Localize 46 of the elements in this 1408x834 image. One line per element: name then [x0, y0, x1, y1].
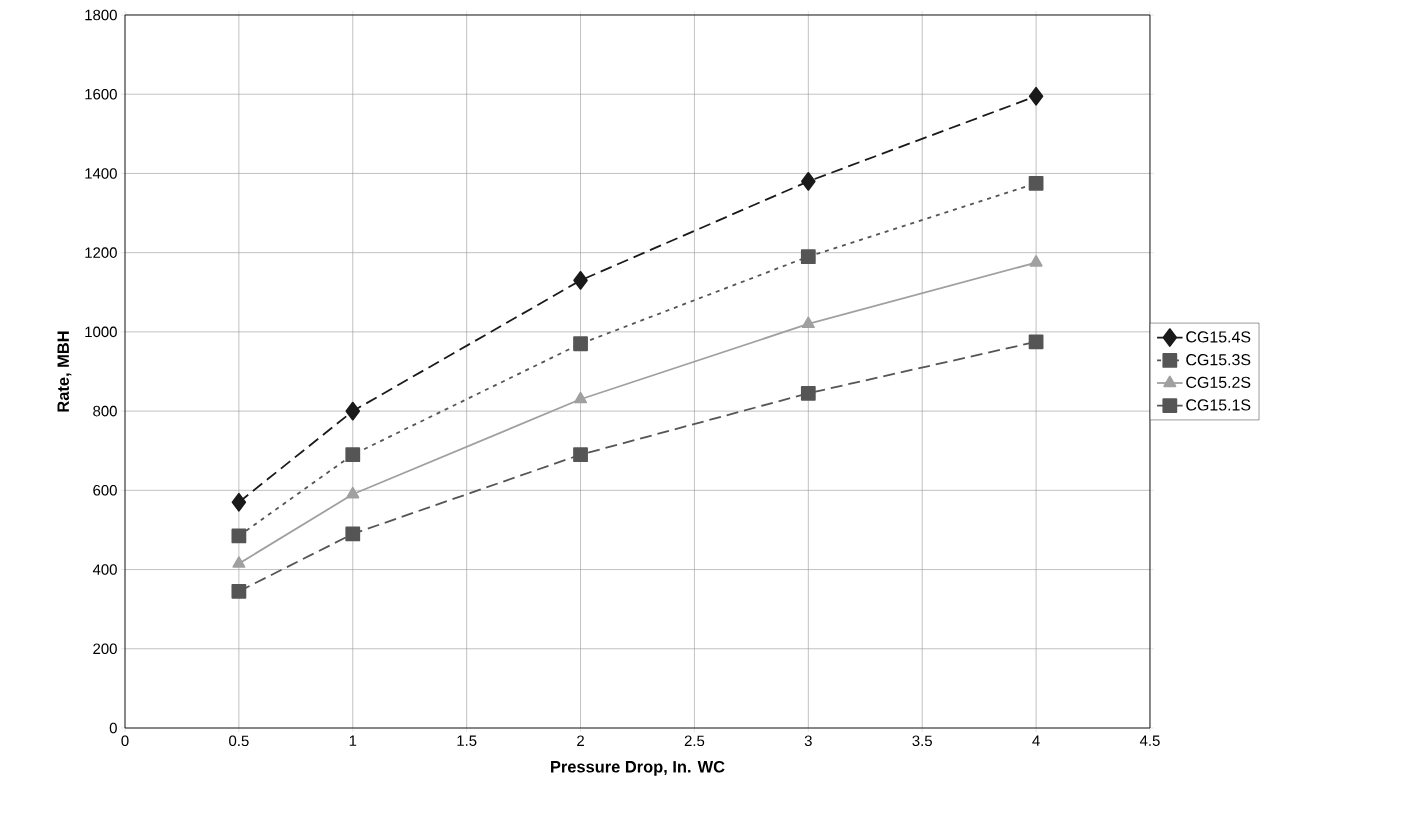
point [1029, 255, 1043, 267]
point [345, 526, 361, 542]
point [231, 492, 247, 512]
x-tick-label: 2.5 [684, 735, 705, 747]
y-axis-title: Rate, MBH [57, 331, 72, 412]
point [345, 401, 361, 421]
x-tick-label: 1 [349, 735, 357, 746]
legend-label: CG15.1S [1186, 399, 1251, 411]
point [1028, 334, 1044, 350]
y-tick-label: 1600 [85, 88, 117, 100]
y-tick-label: 0 [109, 722, 117, 734]
y-tick-label: 1800 [85, 9, 117, 21]
point [231, 583, 247, 599]
legend-label: CG15.4S [1186, 331, 1251, 343]
point [1028, 86, 1044, 106]
point [232, 556, 246, 568]
y-tick-label: 200 [93, 643, 117, 655]
y-tick-label: 600 [93, 485, 117, 496]
point [231, 528, 247, 544]
point [801, 316, 815, 329]
point [345, 447, 361, 463]
point [1028, 175, 1044, 191]
legend-label: CG15.2S [1186, 376, 1251, 388]
y-tick-label: 1200 [85, 247, 117, 258]
point [574, 391, 588, 404]
x-tick-label: 0.5 [229, 735, 249, 747]
point [573, 447, 588, 463]
x-axis-title: Pressure Drop, In. WC [551, 760, 725, 776]
x-tick-label: 0 [121, 735, 129, 747]
point [800, 385, 816, 401]
legend-label: CG15.3S [1186, 354, 1251, 366]
y-tick-label: 800 [93, 405, 117, 417]
y-tick-label: 1400 [85, 168, 117, 179]
point [573, 336, 588, 352]
x-tick-label: 2 [577, 735, 584, 746]
x-tick-label: 3.5 [912, 735, 932, 747]
x-tick-label: 3 [804, 735, 812, 747]
point [573, 270, 588, 290]
y-tick-label: 1000 [85, 326, 117, 338]
point [346, 486, 360, 499]
point [801, 171, 816, 191]
y-tick-label: 400 [92, 564, 117, 575]
x-tick-label: 4.5 [1139, 735, 1160, 746]
point [800, 249, 816, 265]
x-tick-label: 4 [1032, 735, 1040, 746]
x-tick-label: 1.5 [457, 735, 477, 746]
